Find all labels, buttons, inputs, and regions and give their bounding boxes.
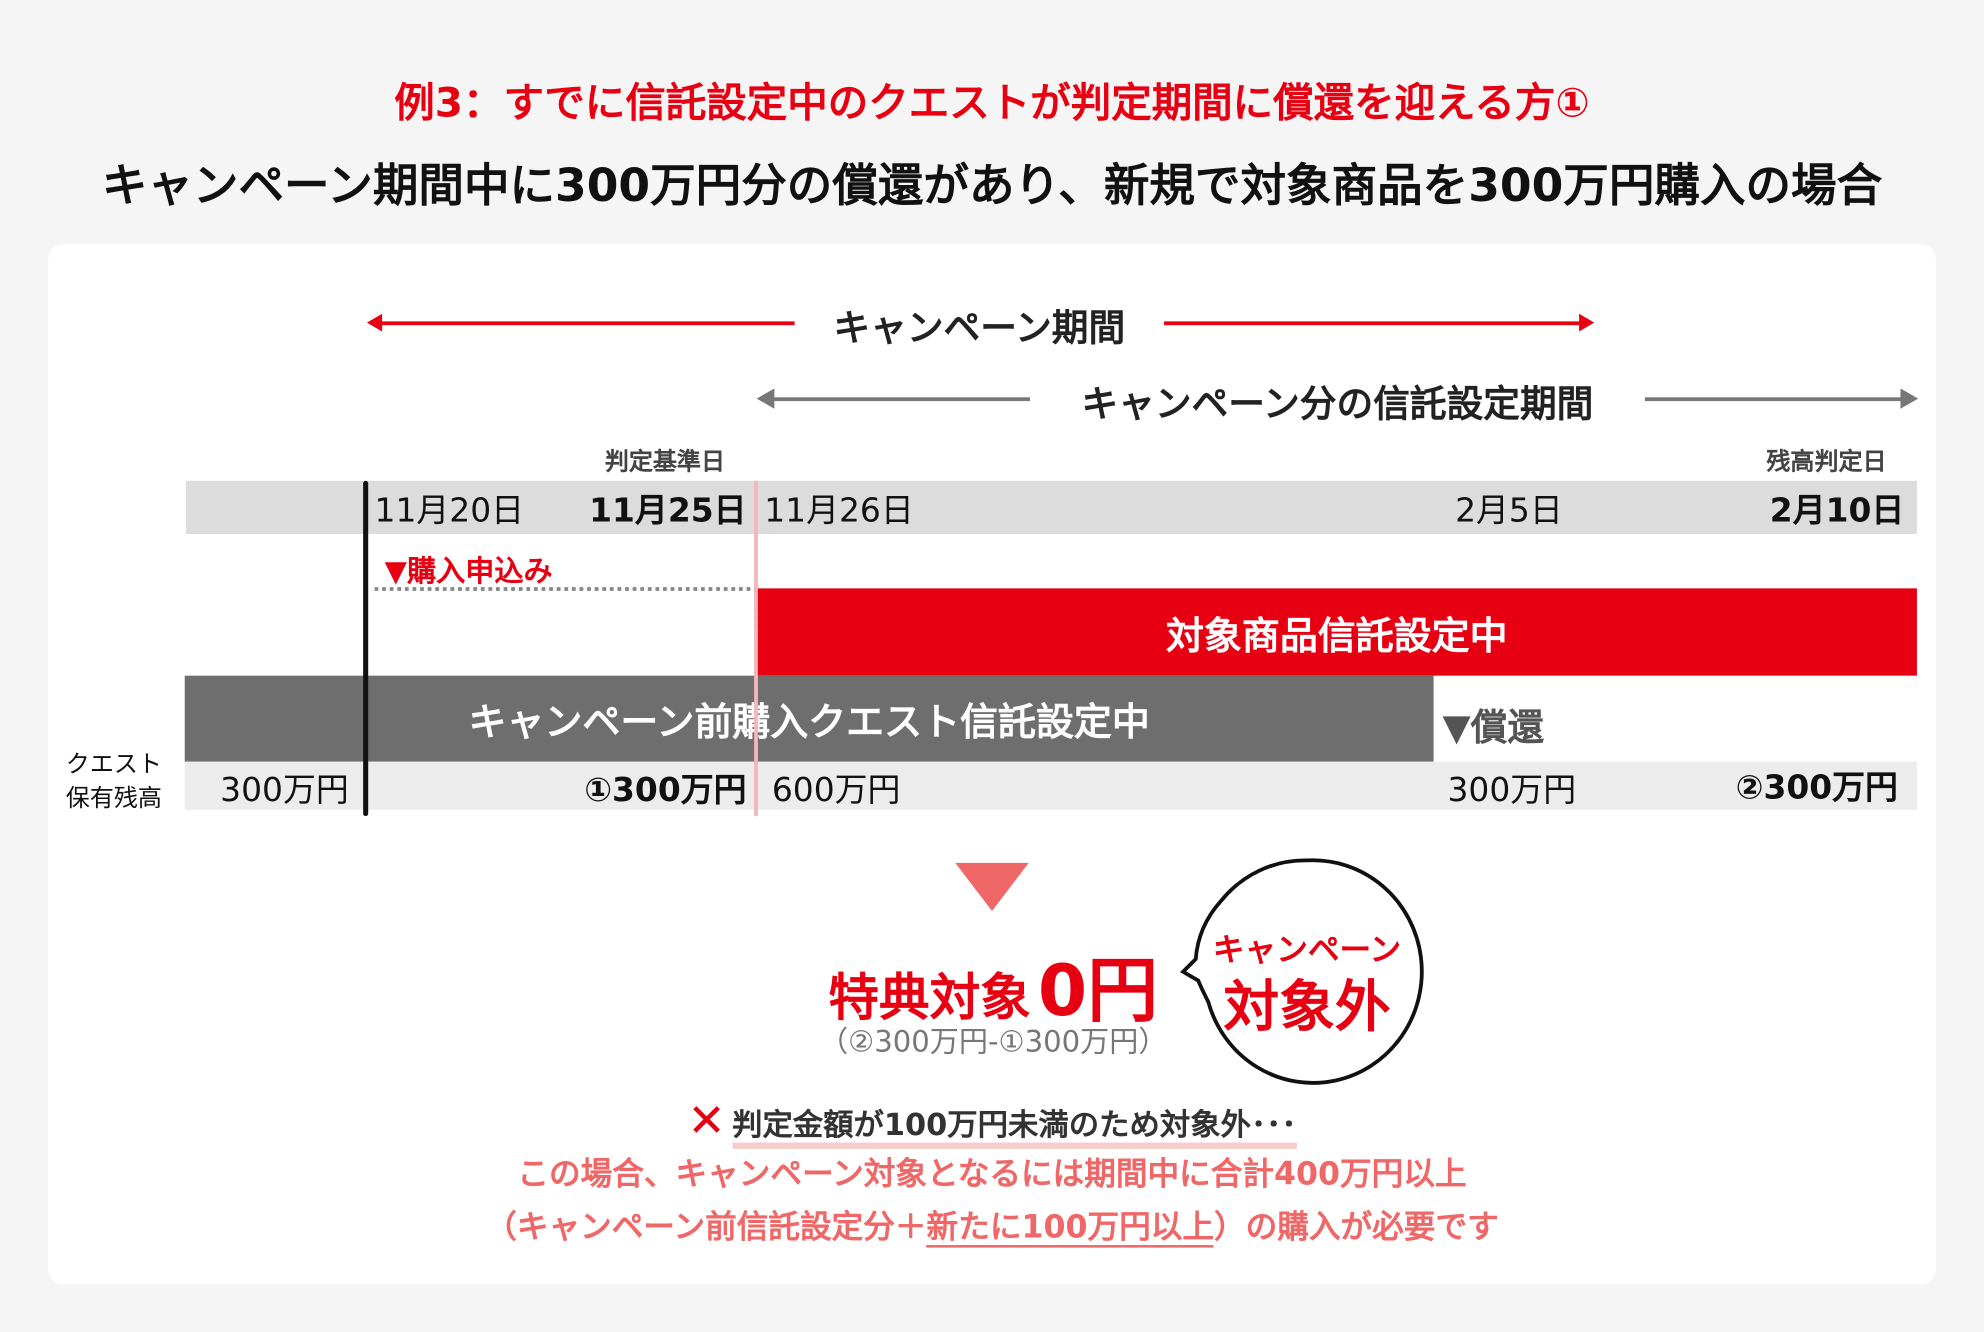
benefit-result: 特典対象 0円 [709, 934, 1278, 1036]
date-nov25: 11月25日 [589, 492, 747, 531]
date-nov26: 11月26日 [764, 492, 914, 531]
balance-after-purchase: 600万円 [771, 771, 901, 810]
pending-period-box [374, 587, 758, 681]
reason-line: ✕ 判定金額が100万円未満のため対象外･･･ [0, 1095, 1984, 1149]
note-line1: この場合、キャンペーン対象となるには期間中に合計400万円以上 [517, 1155, 1467, 1192]
pre-campaign-bar: キャンペーン前購入クエスト信託設定中 [184, 675, 1434, 762]
balance-judgement-base: ①300万円 [584, 771, 747, 810]
campaign-arrow-left [374, 321, 795, 326]
subtitle: キャンペーン期間中に300万円分の償還があり、新規で対象商品を300万円購入の場… [101, 160, 1883, 213]
campaign-period-label: キャンペーン期間 [833, 306, 1126, 350]
note-line2: （キャンペーン前信託設定分＋新たに100万円以上）の購入が必要です [0, 1202, 1984, 1248]
balance-judgement-date: ②300万円 [1735, 769, 1898, 808]
benefit-amount: 0円 [1037, 950, 1159, 1033]
date-feb10: 2月10日 [1769, 492, 1905, 531]
note-line2-underlined: 新たに100万円以上 [926, 1208, 1215, 1248]
date-band [185, 480, 1917, 534]
trust-period-label: キャンペーン分の信託設定期間 [1081, 382, 1594, 426]
note-line2-part1: （キャンペーン前信託設定分＋ [485, 1208, 927, 1246]
balance-label-line2: 保有残高 [65, 784, 162, 813]
balance-after-redemption: 300万円 [1447, 771, 1577, 810]
balance-before: 300万円 [220, 771, 349, 810]
purchase-date-line [363, 480, 369, 817]
balance-band [184, 761, 1917, 810]
cross-icon: ✕ [687, 1095, 726, 1148]
example-title: 例3：すでに信託設定中のクエストが判定期間に償還を迎える方① [394, 78, 1590, 127]
trust-arrow-right [1644, 397, 1909, 402]
balance-label-line1: クエスト [65, 750, 162, 779]
arrow-head-right-icon [1900, 388, 1919, 409]
date-nov20: 11月20日 [374, 492, 525, 531]
reason-text: 判定金額が100万円未満のため対象外･･･ [732, 1107, 1297, 1149]
judgement-base-line [754, 480, 758, 817]
redemption-marker: ▼償還 [1442, 706, 1545, 750]
bubble-line1: キャンペーン [1212, 931, 1402, 968]
arrow-head-left-icon [366, 313, 383, 332]
down-arrow-icon [955, 862, 1029, 912]
benefit-formula: （②300万円-①300万円） [819, 1026, 1168, 1060]
speech-bubble [1179, 858, 1424, 1085]
trust-arrow-left [766, 397, 1030, 402]
purchase-marker: ▼購入申込み [384, 555, 553, 589]
arrow-head-right-icon [1579, 313, 1595, 332]
judgement-base-label: 判定基準日 [604, 447, 726, 476]
campaign-arrow-right [1164, 321, 1585, 326]
balance-judgement-label: 残高判定日 [1766, 447, 1887, 476]
date-feb5: 2月5日 [1455, 492, 1563, 531]
balance-row-label: クエスト 保有残高 [66, 748, 162, 816]
bubble-line2: 対象外 [1223, 975, 1391, 1041]
note-line2-part3: ）の購入が必要です [1214, 1208, 1499, 1246]
arrow-head-left-icon [756, 388, 775, 409]
benefit-label: 特典対象 [828, 969, 1031, 1028]
target-product-bar: 対象商品信託設定中 [756, 588, 1917, 676]
